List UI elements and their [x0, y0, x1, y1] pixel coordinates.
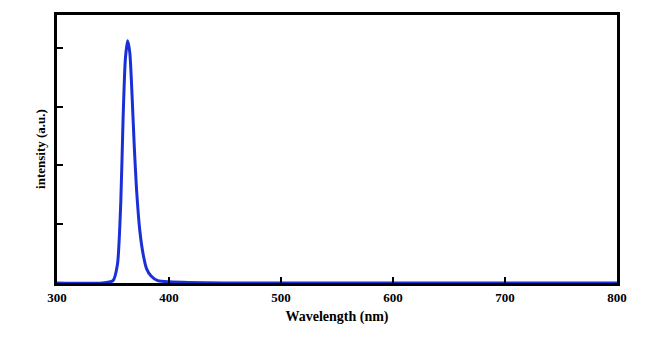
- svg-text:400: 400: [159, 290, 179, 305]
- svg-text:600: 600: [383, 290, 403, 305]
- svg-text:700: 700: [495, 290, 515, 305]
- svg-text:500: 500: [271, 290, 291, 305]
- svg-text:intensity (a.u.): intensity (a.u.): [33, 109, 48, 189]
- svg-text:800: 800: [607, 290, 627, 305]
- svg-text:Wavelength (nm): Wavelength (nm): [285, 309, 388, 325]
- svg-text:300: 300: [47, 290, 67, 305]
